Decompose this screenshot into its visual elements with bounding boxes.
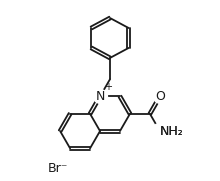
Text: NH₂: NH₂ [160,125,184,138]
Text: O: O [155,90,165,103]
Text: +: + [104,82,112,92]
Text: NH₂: NH₂ [160,125,184,138]
Text: N: N [95,90,105,103]
Text: Br⁻: Br⁻ [48,162,68,175]
